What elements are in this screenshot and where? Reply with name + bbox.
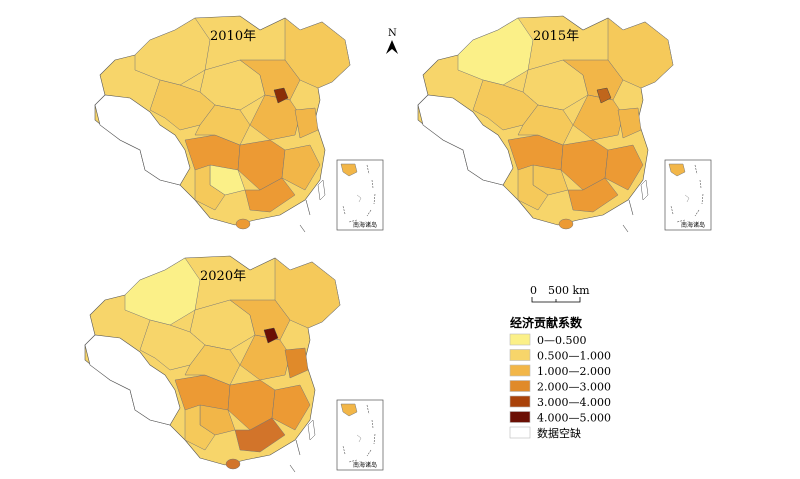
china-map-regions [417, 15, 674, 233]
no-data-region [94, 94, 191, 186]
map-2010: 南海诸岛 2010年 [94, 15, 384, 233]
map-2015: 南海诸岛 2015年 [417, 15, 712, 233]
inset-label: 南海诸岛 [681, 221, 705, 229]
legend-item-label: 1.000—2.000 [537, 365, 611, 378]
china-map-regions [84, 255, 341, 473]
legend-swatch [509, 411, 531, 423]
scale-bar: 0 500 km [530, 284, 590, 303]
inset-south-china-sea: 南海诸岛 [336, 159, 384, 231]
north-arrow: N [386, 28, 398, 54]
legend-item-label: 4.000—5.000 [537, 412, 611, 425]
no-data-region [417, 94, 514, 186]
legend-item-label: 3.000—4.000 [537, 396, 611, 409]
china-map-regions [94, 15, 351, 233]
legend-swatch [509, 333, 531, 346]
inset-label: 南海诸岛 [353, 221, 377, 229]
scale-value: 500 km [548, 284, 590, 297]
legend-item-label: 0—0.500 [537, 334, 587, 347]
scale-zero: 0 [530, 284, 537, 297]
legend-title: 经济贡献系数 [510, 315, 583, 330]
map-title: 2015年 [533, 29, 579, 44]
map-2020: 南海诸岛 2020年 [84, 255, 384, 473]
legend-swatch [509, 395, 531, 408]
legend-item-label: 2.000—3.000 [537, 381, 611, 394]
inset-label: 南海诸岛 [353, 461, 377, 469]
map-title: 2020年 [200, 269, 246, 284]
north-label: N [388, 28, 397, 39]
legend-item-label: 数据空缺 [537, 426, 581, 440]
legend: 经济贡献系数 0—0.500 0.500—1.000 1.000—2.000 2.00… [509, 315, 611, 440]
north-arrow-icon [386, 40, 398, 54]
legend-swatch [509, 364, 531, 377]
no-data-region [84, 334, 181, 426]
legend-swatch [509, 349, 531, 361]
inset-south-china-sea: 南海诸岛 [336, 399, 384, 471]
legend-swatch [509, 426, 531, 439]
map-title: 2010年 [210, 29, 256, 44]
inset-south-china-sea: 南海诸岛 [664, 159, 712, 231]
legend-item-label: 0.500—1.000 [537, 350, 611, 363]
legend-swatch [509, 380, 531, 392]
